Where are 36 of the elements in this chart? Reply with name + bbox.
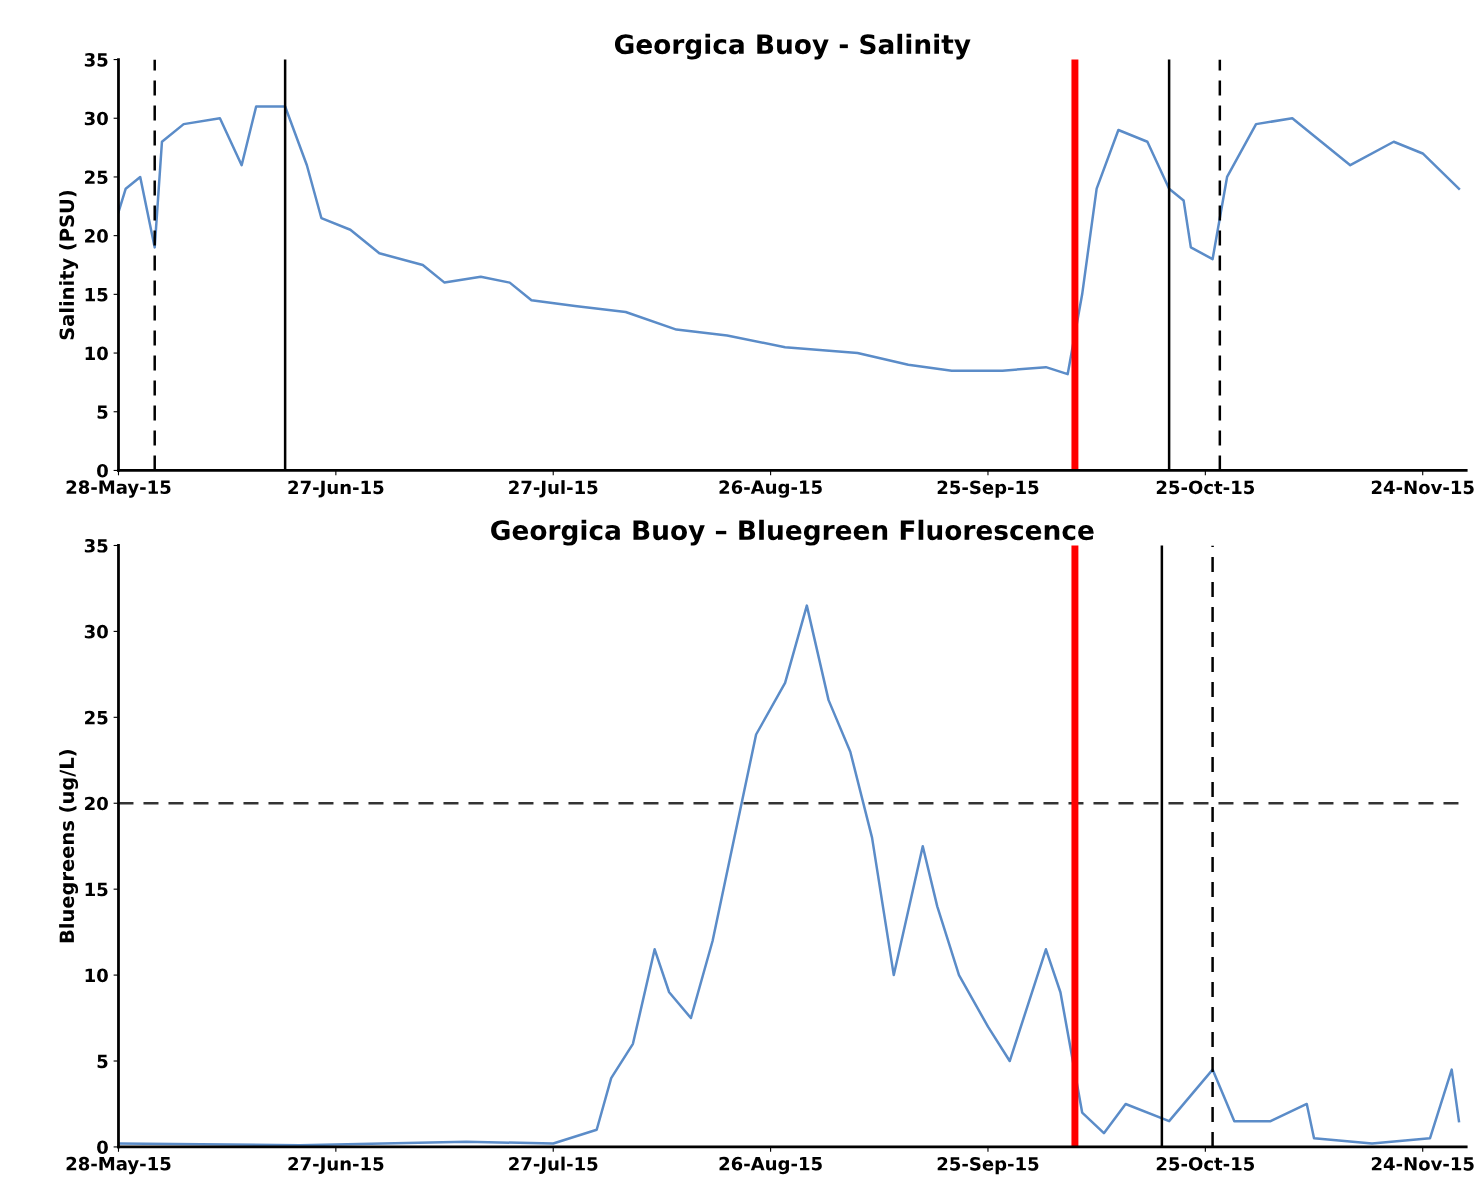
y-tick-label: 10 bbox=[85, 968, 108, 983]
x-tick-label: 27-Jun-15 bbox=[288, 480, 384, 498]
y-tick-label: 5 bbox=[97, 1054, 108, 1069]
x-tick-label: 28-May-15 bbox=[66, 480, 171, 498]
x-tick-label: 26-Aug-15 bbox=[719, 480, 822, 498]
x-tick-label: 28-May-15 bbox=[66, 1156, 171, 1175]
y-tick-label: 35 bbox=[84, 53, 108, 67]
y-tick-label: 25 bbox=[85, 710, 108, 725]
y-tick-label: 20 bbox=[85, 796, 108, 811]
x-tick-label: 27-Jul-15 bbox=[509, 480, 598, 498]
y-tick-label: 15 bbox=[85, 288, 108, 302]
x-tick-label: 25-Sep-15 bbox=[937, 1156, 1039, 1175]
y-tick-label: 15 bbox=[85, 882, 108, 897]
x-tick-label: 25-Sep-15 bbox=[937, 480, 1039, 498]
y-tick-label: 30 bbox=[84, 624, 108, 639]
x-tick-label: 27-Jul-15 bbox=[509, 1156, 598, 1174]
y-tick-label: 25 bbox=[85, 170, 108, 185]
x-tick-label: 25-Oct-15 bbox=[1156, 1156, 1255, 1171]
y-axis-title: Bluegreens (ug/L) bbox=[59, 750, 79, 943]
x-tick-label: 24-Nov-15 bbox=[1371, 480, 1474, 495]
chart-title: Georgica Buoy – Bluegreen Fluorescence bbox=[491, 519, 1094, 546]
x-tick-label: 25-Oct-15 bbox=[1156, 480, 1255, 495]
y-tick-label: 0 bbox=[97, 463, 108, 478]
y-tick-label: 20 bbox=[85, 229, 108, 243]
x-tick-label: 24-Nov-15 bbox=[1371, 1156, 1474, 1171]
x-tick-label: 27-Jun-15 bbox=[288, 1156, 384, 1174]
y-tick-label: 5 bbox=[97, 405, 108, 419]
y-tick-label: 30 bbox=[84, 111, 108, 126]
y-axis-title: Salinity (PSU) bbox=[59, 190, 79, 340]
chart-title: Georgica Buoy - Salinity bbox=[614, 33, 971, 60]
line-series bbox=[118, 105, 1461, 376]
y-tick-label: 10 bbox=[85, 346, 108, 361]
y-tick-label: 35 bbox=[84, 538, 108, 553]
x-tick-label: 26-Aug-15 bbox=[719, 1156, 822, 1175]
line-series bbox=[118, 604, 1461, 1147]
y-tick-label: 0 bbox=[97, 1140, 108, 1155]
